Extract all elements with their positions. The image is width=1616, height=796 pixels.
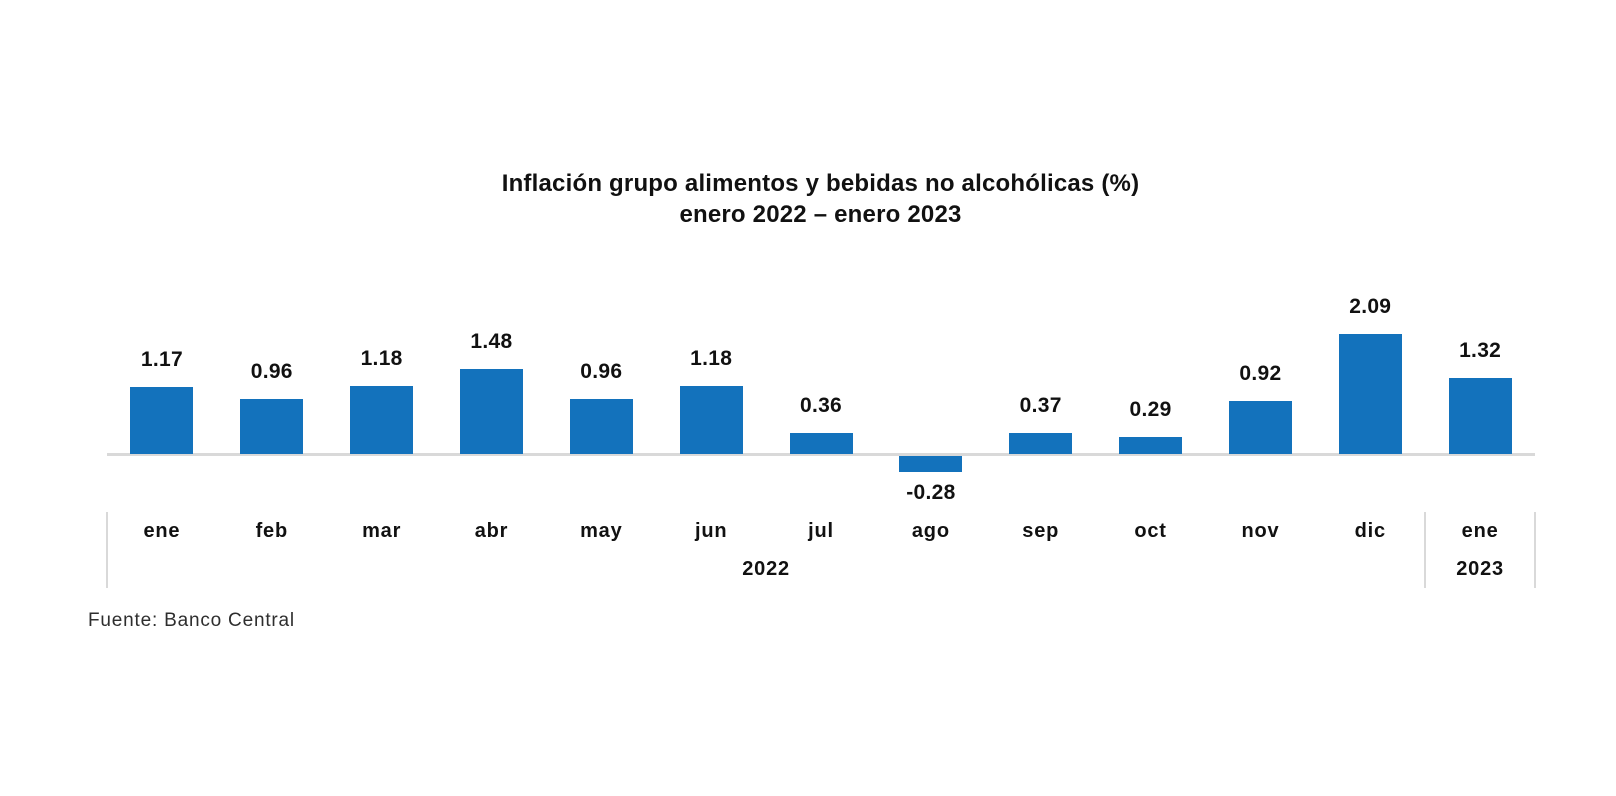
bar	[899, 456, 963, 472]
x-axis-label: jun	[694, 520, 728, 542]
bar-value-label: 0.96	[580, 360, 623, 383]
bar-value-label: 1.17	[140, 348, 183, 371]
bar	[459, 369, 523, 454]
x-axis-label: sep	[1022, 520, 1060, 542]
axis-separator	[106, 512, 108, 588]
chart-title: Inflación grupo alimentos y bebidas no a…	[0, 168, 1616, 230]
bar	[130, 387, 194, 454]
x-axis-label: dic	[1354, 520, 1386, 542]
x-axis-label: may	[580, 520, 623, 542]
bar-value-label: 2.09	[1349, 295, 1392, 318]
x-axis-label: feb	[255, 520, 288, 542]
source-note: Fuente: Banco Central	[88, 610, 295, 631]
x-axis-line	[107, 453, 1536, 456]
x-axis-label: nov	[1241, 520, 1280, 542]
x-axis-year-label: 2023	[1456, 558, 1504, 580]
bar	[240, 399, 304, 454]
bar	[1119, 437, 1183, 454]
x-axis-label: ene	[1461, 520, 1499, 542]
axis-separator	[1534, 512, 1537, 588]
x-axis-label: oct	[1134, 520, 1167, 542]
bar	[1338, 334, 1402, 454]
bar-value-label: 1.18	[360, 347, 403, 370]
bar-value-label: 1.18	[690, 347, 733, 370]
bar-value-label: 0.96	[250, 360, 293, 383]
bar-value-label: -0.28	[906, 481, 956, 504]
bar	[569, 399, 633, 454]
bar	[350, 386, 414, 454]
bar-value-label: 0.37	[1019, 394, 1062, 417]
x-axis-label: mar	[362, 520, 402, 542]
x-axis-label: abr	[474, 520, 509, 542]
bar	[789, 433, 853, 454]
x-axis-label: ene	[143, 520, 181, 542]
bar-value-label: 1.48	[470, 330, 513, 353]
bar-value-label: 0.29	[1129, 398, 1172, 421]
bar-value-label: 0.92	[1239, 362, 1282, 385]
bar	[1228, 401, 1292, 454]
bar	[1448, 378, 1512, 454]
bar-value-label: 0.36	[799, 394, 843, 417]
bar	[679, 386, 743, 454]
axis-separator	[1424, 512, 1427, 588]
bar	[1009, 433, 1073, 454]
chart-title-line1: Inflación grupo alimentos y bebidas no a…	[501, 170, 1140, 197]
chart-title-line2: enero 2022 – enero 2023	[679, 201, 962, 228]
x-axis-label: ago	[911, 520, 950, 542]
bar-value-label: 1.32	[1459, 339, 1502, 362]
x-axis-label: jul	[808, 520, 834, 542]
x-axis-year-label: 2022	[742, 558, 790, 580]
